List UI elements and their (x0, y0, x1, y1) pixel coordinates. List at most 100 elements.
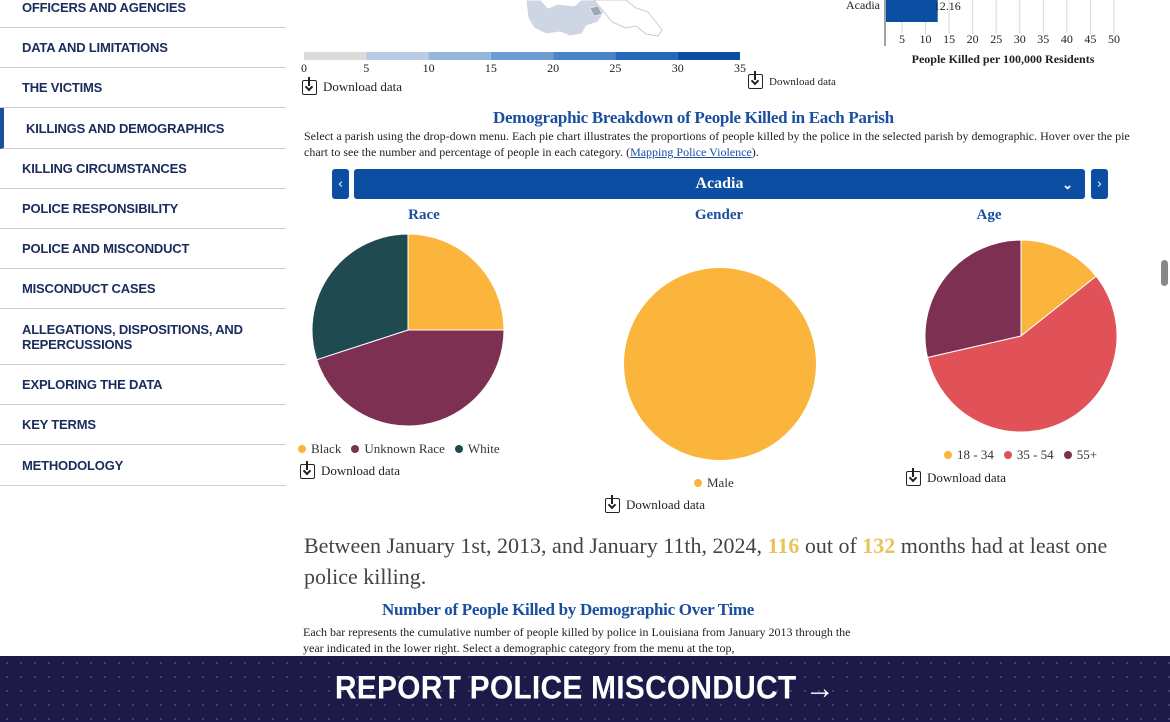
chevron-down-icon: ⌄ (1062, 177, 1073, 192)
gender-pie-title: Gender (694, 207, 744, 223)
legend-tick-label: 25 (609, 61, 621, 75)
age-pie-chart[interactable] (923, 238, 1119, 434)
sidebar-item-exploring-the-data[interactable]: EXPLORING THE DATA (0, 365, 286, 405)
bar-acadia[interactable] (886, 0, 938, 22)
bar-category-label: Acadia (846, 0, 881, 12)
gender-download-data-link[interactable]: Download data (605, 494, 705, 513)
legend-tick-label: 20 (547, 61, 559, 75)
legend-label: 18 - 34 (957, 447, 994, 462)
sidebar-item-allegations-dispositions-and-repercussions[interactable]: ALLEGATIONS, DISPOSITIONS, AND REPERCUSS… (0, 309, 286, 365)
selected-parish: Acadia (695, 175, 744, 192)
legend-item: 35 - 54 (1003, 447, 1054, 463)
bar-tick-label: 15 (943, 32, 955, 46)
legend-item: Unknown Race (351, 441, 445, 457)
mapping-police-violence-link[interactable]: Mapping Police Violence (630, 145, 752, 159)
legend-label: 35 - 54 (1016, 447, 1054, 462)
bar-tick-label: 10 (920, 32, 932, 46)
months-stat: Between January 1st, 2013, and January 1… (304, 533, 1108, 589)
legend-dot-icon (298, 445, 306, 453)
scrollbar-thumb[interactable] (1161, 260, 1168, 286)
sidebar-item-killings-and-demographics[interactable]: KILLINGS AND DEMOGRAPHICS (0, 108, 286, 149)
bar-tick-label: 30 (1014, 32, 1026, 46)
legend-tick-label: 35 (734, 61, 746, 75)
legend-label: White (467, 441, 500, 456)
over-time-description: Each bar represents the cumulative numbe… (303, 625, 851, 655)
pie-slice-55-[interactable] (924, 239, 1022, 359)
gender-pie-chart[interactable] (622, 266, 818, 462)
sidebar-item-key-terms[interactable]: KEY TERMS (0, 405, 286, 445)
download-icon (302, 76, 317, 95)
bar-tick-label: 50 (1108, 32, 1120, 46)
prev-parish-button[interactable]: ‹ (332, 169, 349, 199)
download-icon (748, 71, 763, 89)
pie-slice-unknown-race[interactable] (316, 329, 505, 427)
age-legend: 18 - 34 35 - 54 55+ (944, 447, 1097, 463)
legend-dot-icon (1003, 451, 1012, 459)
legend-swatch (304, 52, 367, 60)
legend-item: Male (694, 475, 734, 491)
demographics-title: Demographic Breakdown of People Killed i… (493, 108, 894, 127)
legend-dot-icon (454, 445, 463, 453)
demographics-description: Select a parish using the drop-down menu… (304, 129, 1130, 159)
legend-swatch (553, 52, 616, 60)
map-download-data-link[interactable]: Download data (302, 76, 402, 95)
next-parish-button[interactable]: › (1091, 169, 1108, 199)
legend-label: Black (311, 441, 342, 456)
pie-slice-35-54[interactable] (926, 275, 1118, 433)
sidebar-item-killing-circumstances[interactable]: KILLING CIRCUMSTANCES (0, 149, 286, 189)
legend-dot-icon (944, 451, 952, 459)
download-icon (605, 494, 620, 513)
legend-swatch (428, 52, 491, 60)
sidebar-item-police-and-misconduct[interactable]: POLICE AND MISCONDUCT (0, 229, 286, 269)
bar-tick-label: 5 (899, 32, 905, 46)
sidebar-item-methodology[interactable]: METHODOLOGY (0, 445, 286, 486)
legend-swatch (366, 52, 429, 60)
legend-label: Male (707, 475, 734, 490)
sidebar-item-the-victims[interactable]: THE VICTIMS (0, 68, 286, 108)
age-download-data-link[interactable]: Download data (906, 467, 1006, 486)
chevron-left-icon: ‹ (337, 176, 344, 192)
legend-tick-label: 30 (672, 61, 684, 75)
race-legend: Black Unknown Race White (298, 441, 500, 457)
race-download-data-link[interactable]: Download data (300, 460, 400, 479)
main-content: 0 5 10 15 20 25 30 35 Download data Acadia 5 10 15… (286, 0, 1170, 722)
sidebar-item-police-responsibility[interactable]: POLICE RESPONSIBILITY (0, 189, 286, 229)
map-color-legend: 0 5 10 15 20 25 30 35 (301, 52, 746, 75)
legend-dot-icon (694, 479, 702, 487)
bar-tick-label: 40 (1061, 32, 1073, 46)
legend-tick-label: 5 (363, 61, 369, 75)
legend-swatch (677, 52, 740, 60)
race-pie-chart[interactable] (310, 232, 506, 428)
report-misconduct-banner[interactable]: REPORT POLICE MISCONDUCT → (0, 656, 1170, 722)
legend-item: White (454, 441, 500, 457)
parish-map-fragment[interactable] (486, 0, 686, 42)
bar-download-data-link[interactable]: Download data (748, 71, 836, 89)
sidebar-item-officers-and-agencies[interactable]: OFFICERS AND AGENCIES (0, 0, 286, 28)
legend-swatch (615, 52, 678, 60)
legend-label: Unknown Race (364, 441, 445, 456)
download-icon (906, 467, 921, 486)
report-misconduct-label: REPORT POLICE MISCONDUCT → (334, 670, 836, 707)
pie-slice-black[interactable] (407, 233, 505, 331)
bar-tick-label: 45 (1084, 32, 1096, 46)
race-pie-title: Race (408, 207, 440, 223)
legend-swatch (490, 52, 554, 60)
parish-select[interactable]: Acadia ⌄ (354, 169, 1085, 199)
legend-label: 55+ (1076, 447, 1098, 462)
chevron-right-icon: › (1096, 176, 1103, 192)
over-time-title: Number of People Killed by Demographic O… (382, 600, 755, 619)
bar-tick-label: 25 (990, 32, 1002, 46)
sidebar-item-data-and-limitations[interactable]: DATA AND LIMITATIONS (0, 28, 286, 68)
download-icon (300, 460, 315, 479)
bar-tick-label: 35 (1037, 32, 1049, 46)
legend-tick-label: 10 (423, 61, 435, 75)
sidebar-item-misconduct-cases[interactable]: MISCONDUCT CASES (0, 269, 286, 309)
legend-item: 55+ (1063, 447, 1098, 463)
pie-slice-18-34[interactable] (1020, 239, 1097, 338)
rate-bar-chart[interactable]: Acadia 5 10 15 20 25 30 35 40 45 50 12.16 People Kil… (826, 0, 1170, 70)
legend-dot-icon (1063, 451, 1072, 459)
pie-slice-male[interactable] (624, 268, 816, 460)
sidebar-nav: OFFICERS AND AGENCIES DATA AND LIMITATION… (0, 0, 286, 486)
pie-slice-white[interactable] (311, 233, 409, 361)
legend-dot-icon (351, 445, 360, 453)
